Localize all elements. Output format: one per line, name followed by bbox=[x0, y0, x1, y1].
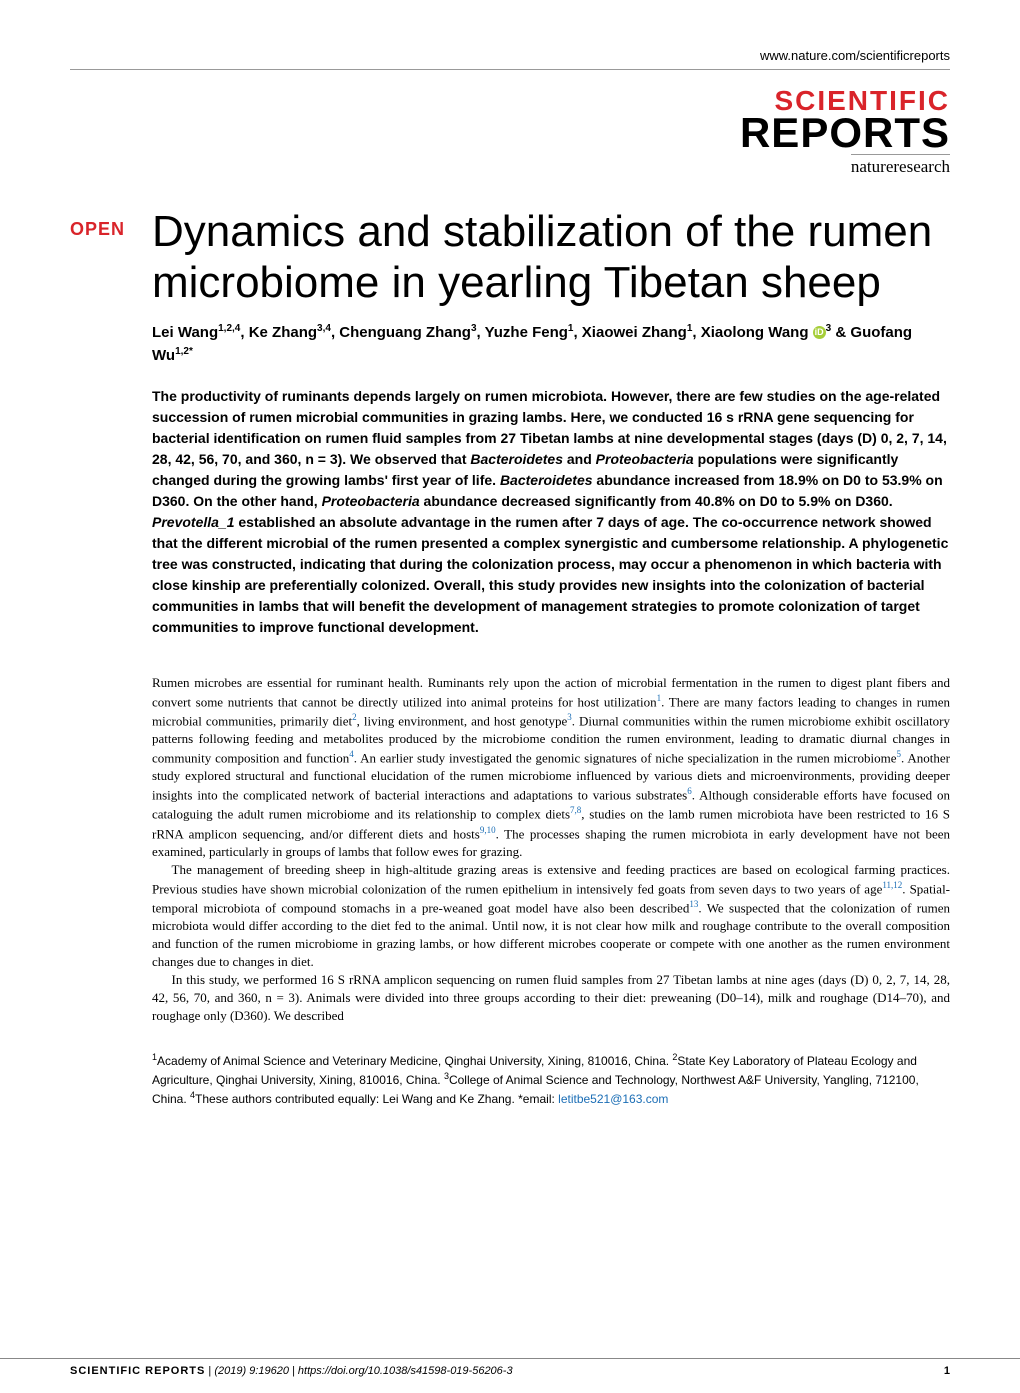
affiliations: 1Academy of Animal Science and Veterinar… bbox=[152, 1051, 950, 1108]
author-list: Lei Wang1,2,4, Ke Zhang3,4, Chenguang Zh… bbox=[152, 321, 950, 368]
title-block: Dynamics and stabilization of the rumen … bbox=[152, 207, 950, 663]
footer-doi: (2019) 9:19620 | https://doi.org/10.1038… bbox=[214, 1365, 512, 1377]
header-site-link[interactable]: www.nature.com/scientificreports bbox=[70, 48, 950, 69]
journal-publisher: natureresearch bbox=[851, 154, 950, 177]
article-head: OPEN Dynamics and stabilization of the r… bbox=[70, 207, 950, 663]
body-paragraph-1: Rumen microbes are essential for ruminan… bbox=[152, 674, 950, 861]
page: www.nature.com/scientificreports SCIENTI… bbox=[0, 0, 1020, 1340]
body-paragraph-2: The management of breeding sheep in high… bbox=[152, 861, 950, 971]
footer-journal-name: SCIENTIFIC REPORTS bbox=[70, 1365, 205, 1377]
journal-logo: SCIENTIFIC REPORTS natureresearch bbox=[70, 88, 950, 177]
open-access-badge: OPEN bbox=[70, 207, 134, 240]
page-footer: SCIENTIFIC REPORTS | (2019) 9:19620 | ht… bbox=[0, 1358, 1020, 1393]
footer-citation: SCIENTIFIC REPORTS | (2019) 9:19620 | ht… bbox=[70, 1365, 513, 1377]
journal-name-line2: REPORTS bbox=[70, 114, 950, 153]
body-text: Rumen microbes are essential for ruminan… bbox=[152, 674, 950, 1025]
article-title: Dynamics and stabilization of the rumen … bbox=[152, 207, 950, 308]
footer-page-number: 1 bbox=[944, 1365, 950, 1377]
header-rule bbox=[70, 69, 950, 70]
abstract: The productivity of ruminants depends la… bbox=[152, 386, 950, 638]
body-paragraph-3: In this study, we performed 16 S rRNA am… bbox=[152, 971, 950, 1025]
